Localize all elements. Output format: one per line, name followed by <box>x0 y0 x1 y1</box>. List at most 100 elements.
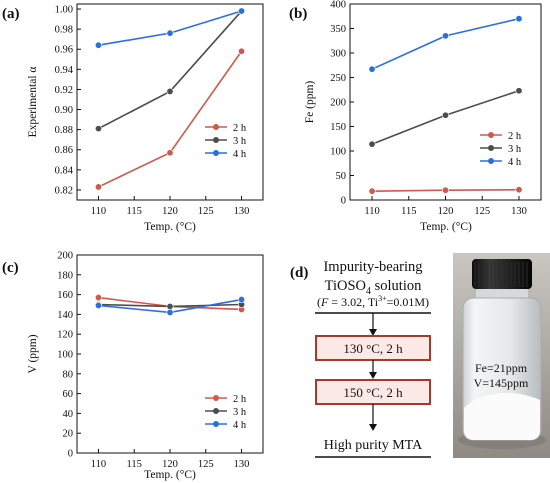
y-tick-label: 20 <box>63 429 74 440</box>
flow-product-text: High purity MTA <box>324 438 423 453</box>
y-tick-label: 0 <box>341 196 346 207</box>
data-point <box>441 186 449 194</box>
y-tick-label: 250 <box>330 73 346 84</box>
data-point <box>166 302 174 310</box>
data-point <box>94 125 102 133</box>
data-point <box>94 294 102 302</box>
y-tick-label: 50 <box>336 171 347 182</box>
y-axis-label-c: V (ppm) <box>27 334 39 373</box>
legend-label: 4 h <box>233 420 247 431</box>
data-point <box>166 308 174 316</box>
y-axis-label-b: Fe (ppm) <box>304 81 316 124</box>
flow-arrowhead-1 <box>369 329 377 336</box>
flow-conditions: (F = 3.02, Ti3+=0.01M) <box>317 294 429 309</box>
legend-swatch-marker <box>213 395 219 401</box>
data-point <box>166 29 174 37</box>
data-point <box>94 183 102 191</box>
product-photo: Fe=21ppm V=145ppm <box>453 253 550 458</box>
x-tick-label: 115 <box>127 459 142 470</box>
legend-swatch-marker <box>213 124 219 130</box>
y-tick-label: 400 <box>330 0 346 11</box>
panel-c-label: (c) <box>2 260 19 276</box>
y-tick-label: 100 <box>330 147 346 158</box>
x-tick-label: 130 <box>511 206 527 217</box>
x-tick-label: 125 <box>474 206 490 217</box>
y-tick-label: 300 <box>330 49 346 60</box>
data-point <box>166 149 174 157</box>
data-point <box>515 87 523 95</box>
photo-fe-label: Fe=21ppm <box>475 361 528 375</box>
legend-label: 2 h <box>233 123 247 134</box>
data-point <box>238 47 246 55</box>
x-tick-label: 110 <box>91 206 106 217</box>
x-tick-label: 115 <box>401 206 416 217</box>
data-point <box>94 301 102 309</box>
legend-swatch-marker <box>213 150 219 156</box>
legend-label: 4 h <box>508 157 522 168</box>
legend-label: 2 h <box>508 131 522 142</box>
panel-a-label: (a) <box>2 6 20 22</box>
data-point <box>368 65 376 73</box>
y-tick-label: 0.82 <box>55 185 73 196</box>
x-tick-label: 110 <box>91 459 106 470</box>
panel-b-label: (b) <box>289 6 307 22</box>
data-point <box>368 140 376 148</box>
y-tick-label: 0.90 <box>55 105 73 116</box>
data-point <box>238 296 246 304</box>
white-powder <box>464 393 540 440</box>
y-tick-label: 100 <box>57 350 73 361</box>
legend-label: 4 h <box>233 149 247 160</box>
cap-ridges <box>474 262 528 287</box>
x-tick-label: 125 <box>198 206 214 217</box>
y-tick-label: 0.84 <box>55 165 74 176</box>
y-tick-label: 80 <box>63 369 74 380</box>
flow-arrowhead-3 <box>369 424 377 431</box>
y-tick-label: 0.88 <box>55 125 73 136</box>
series-line-3h <box>98 10 243 130</box>
x-tick-label: 110 <box>364 206 379 217</box>
data-point <box>238 7 246 15</box>
x-axis-label-c: Temp. (°C) <box>144 469 196 481</box>
data-point <box>94 41 102 49</box>
flow-title-line2: TiOSO4 solution <box>325 278 422 297</box>
y-tick-label: 200 <box>57 251 73 262</box>
y-tick-label: 0.96 <box>55 45 73 56</box>
y-tick-label: 200 <box>330 98 346 109</box>
series-line-4h <box>371 17 520 70</box>
data-point <box>515 186 523 194</box>
legend-swatch-marker <box>488 145 494 151</box>
legend-swatch-marker <box>213 421 219 427</box>
legend-swatch-marker <box>213 137 219 143</box>
panel-b: (b) 110 115 120 125 130 0 50 100 150 200 250 300 350… <box>289 0 542 233</box>
legend-label: 2 h <box>233 394 247 405</box>
panel-d: (d) Impurity-bearing TiOSO4 solution (F … <box>290 259 431 458</box>
y-tick-label: 180 <box>57 270 73 281</box>
data-point <box>441 111 449 119</box>
series-line-4h <box>98 10 242 46</box>
x-axis-label-a: Temp. (°C) <box>144 221 196 233</box>
data-point <box>515 15 523 23</box>
y-tick-label: 160 <box>57 290 73 301</box>
x-tick-label: 120 <box>162 206 178 217</box>
y-tick-label: 120 <box>57 330 73 341</box>
x-tick-label: 120 <box>162 459 178 470</box>
data-point <box>441 32 449 40</box>
data-point <box>368 187 376 195</box>
panel-c: (c) 110 115 120 125 130 0 20 40 60 80 100 120 140 160… <box>2 251 264 481</box>
legend-label: 3 h <box>233 136 247 147</box>
y-tick-label: 350 <box>330 24 346 35</box>
x-tick-label: 130 <box>234 459 250 470</box>
flow-title-line1: Impurity-bearing <box>323 259 422 275</box>
legend-swatch-marker <box>488 132 494 138</box>
series-line-2h <box>98 50 243 188</box>
y-axis-label-a: Experimental α <box>27 67 39 138</box>
y-tick-label: 0.98 <box>55 25 73 36</box>
x-tick-label: 130 <box>234 206 250 217</box>
y-tick-label: 150 <box>330 122 346 133</box>
legend-label: 3 h <box>233 407 247 418</box>
panel-d-label: (d) <box>290 265 308 281</box>
flow-step1-text: 130 °C, 2 h <box>343 341 403 356</box>
y-tick-label: 60 <box>63 389 74 400</box>
photo-v-label: V=145ppm <box>474 376 529 390</box>
x-tick-label: 125 <box>198 459 214 470</box>
